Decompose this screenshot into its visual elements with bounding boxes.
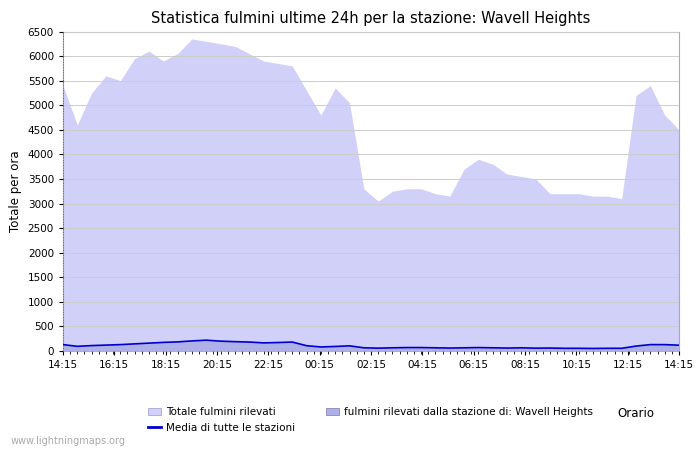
Title: Statistica fulmini ultime 24h per la stazione: Wavell Heights: Statistica fulmini ultime 24h per la sta… <box>151 11 591 26</box>
Text: www.lightningmaps.org: www.lightningmaps.org <box>10 436 125 446</box>
Y-axis label: Totale per ora: Totale per ora <box>9 150 22 232</box>
Legend: Totale fulmini rilevati, Media di tutte le stazioni, fulmini rilevati dalla staz: Totale fulmini rilevati, Media di tutte … <box>148 407 593 432</box>
Text: Orario: Orario <box>617 407 654 420</box>
